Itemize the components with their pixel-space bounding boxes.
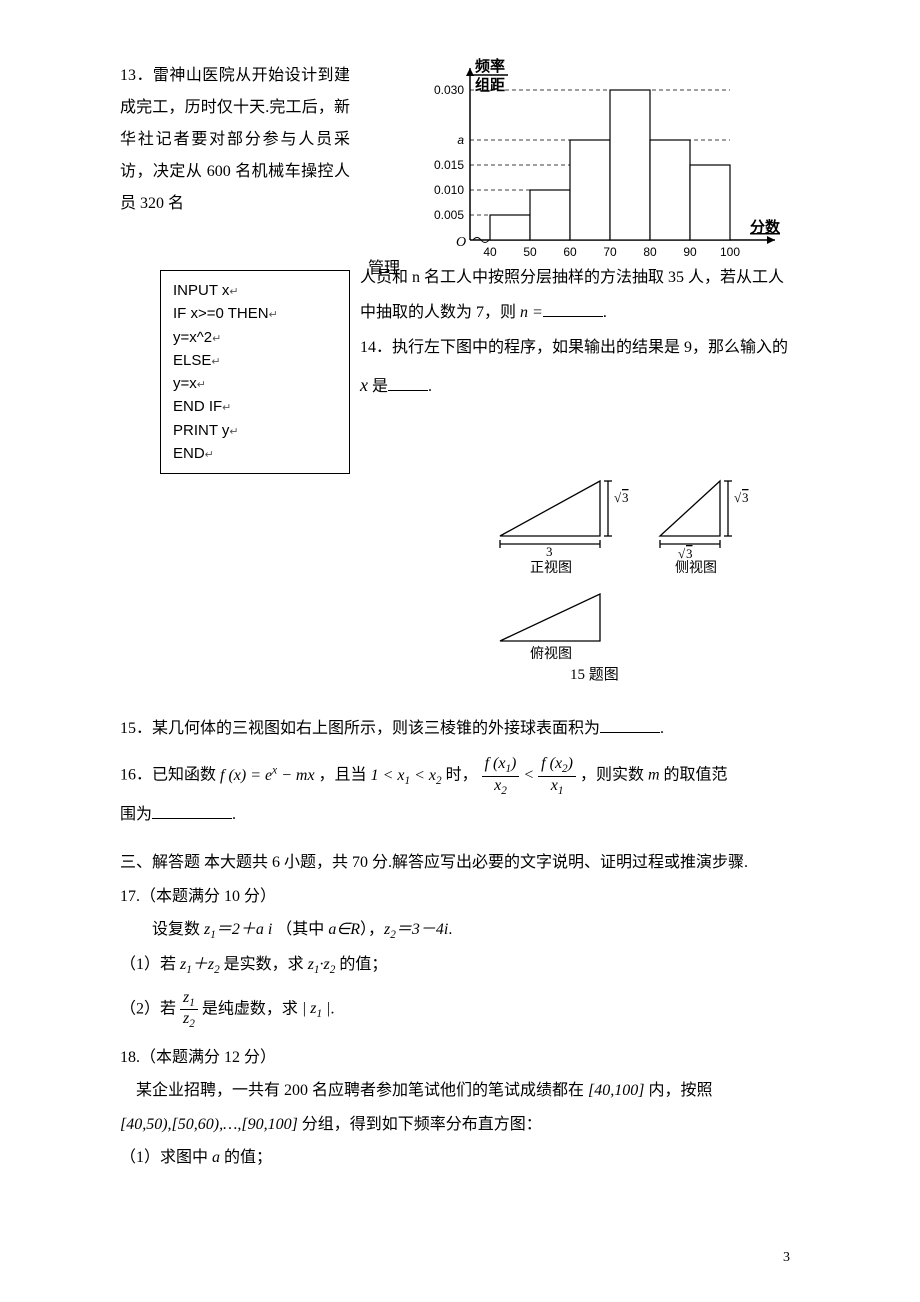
svg-text:0.015: 0.015: [434, 158, 464, 172]
q17-part2: （2）若 z1z2 是纯虚数，求 | z1 |.: [120, 989, 810, 1031]
code-line: PRINT y↵: [173, 419, 337, 442]
svg-text:0.010: 0.010: [434, 183, 464, 197]
svg-text:60: 60: [563, 245, 577, 259]
svg-text:0.005: 0.005: [434, 208, 464, 222]
svg-text:100: 100: [720, 245, 740, 259]
q14-line1: 14．执行左下图中的程序，如果输出的结果是 9，那么输入的: [360, 330, 800, 365]
page-number: 3: [783, 1244, 790, 1272]
svg-text:频率: 频率: [475, 57, 505, 75]
q17-body: 设复数 z1＝2＋a i （其中 a∈R），z2＝3－4i.: [120, 913, 810, 948]
q13-left-text: 13．雷神山医院从开始设计到建成完工，历时仅十天.完工后，新华社记者要对部分参与…: [120, 60, 350, 220]
q17-head: 17.（本题满分 10 分）: [120, 880, 810, 914]
three-views-figure: 3正视图√3√3侧视图√3俯视图: [490, 466, 750, 666]
code-line: END IF↵: [173, 395, 337, 418]
svg-text:√: √: [678, 546, 686, 561]
code-line: INPUT x↵: [173, 279, 337, 302]
q15-text: 15．某几何体的三视图如右上图所示，则该三棱锥的外接球表面积为.: [120, 713, 810, 745]
q13-right-line1: 人员和 n 名工人中按照分层抽样的方法抽取 35 人，若从工人: [360, 260, 800, 295]
code-line: ELSE↵: [173, 349, 337, 372]
svg-text:分数: 分数: [750, 218, 781, 236]
svg-text:√: √: [614, 490, 622, 505]
histogram-chart: 频率组距分数 O 0.005 0.010 0.015 a 0.030 40 50 60 70 80 90…: [410, 55, 810, 265]
svg-text:90: 90: [683, 245, 697, 259]
q18-body: 某企业招聘，一共有 200 名应聘者参加笔试他们的笔试成绩都在 [40,100]…: [120, 1074, 810, 1141]
q13-q14-right-block: 人员和 n 名工人中按照分层抽样的方法抽取 35 人，若从工人 中抽取的人数为 …: [360, 260, 800, 405]
svg-text:√: √: [734, 490, 742, 505]
svg-text:侧视图: 侧视图: [675, 560, 717, 576]
svg-text:a: a: [457, 133, 464, 147]
svg-text:0.030: 0.030: [434, 83, 464, 97]
svg-text:正视图: 正视图: [530, 560, 572, 576]
svg-text:O: O: [456, 235, 466, 250]
q13-right-line2: 中抽取的人数为 7，则 n =.: [360, 295, 800, 330]
code-line: y=x↵: [173, 372, 337, 395]
svg-text:3: 3: [622, 490, 629, 505]
q14-line2: x 是.: [360, 366, 800, 406]
svg-text:组距: 组距: [475, 76, 505, 94]
svg-text:80: 80: [643, 245, 657, 259]
svg-text:3: 3: [546, 544, 553, 559]
sec3-heading: 三、解答题 本大题共 6 小题，共 70 分.解答应写出必要的文字说明、证明过程…: [120, 846, 810, 880]
code-line: END↵: [173, 442, 337, 465]
q16-text: 16．已知函数 f (x) = ex − mx ，且当 1 < x1 < x2 …: [120, 755, 810, 834]
svg-text:俯视图: 俯视图: [530, 646, 572, 662]
code-line: y=x^2↵: [173, 326, 337, 349]
svg-text:3: 3: [742, 490, 749, 505]
svg-text:50: 50: [523, 245, 537, 259]
svg-text:3: 3: [686, 546, 693, 561]
code-line: IF x>=0 THEN↵: [173, 302, 337, 325]
q18-part1: （1）求图中 a 的值；: [120, 1141, 810, 1175]
q18-head: 18.（本题满分 12 分）: [120, 1041, 810, 1075]
program-code-box: INPUT x↵ IF x>=0 THEN↵ y=x^2↵ ELSE↵ y=x↵…: [160, 270, 350, 474]
q15-caption: 15 题图: [570, 660, 619, 690]
section-3: 三、解答题 本大题共 6 小题，共 70 分.解答应写出必要的文字说明、证明过程…: [120, 846, 810, 1175]
svg-text:40: 40: [483, 245, 497, 259]
q17-part1: （1）若 z1＋z2 是实数，求 z1·z2 的值；: [120, 948, 810, 983]
svg-text:70: 70: [603, 245, 617, 259]
